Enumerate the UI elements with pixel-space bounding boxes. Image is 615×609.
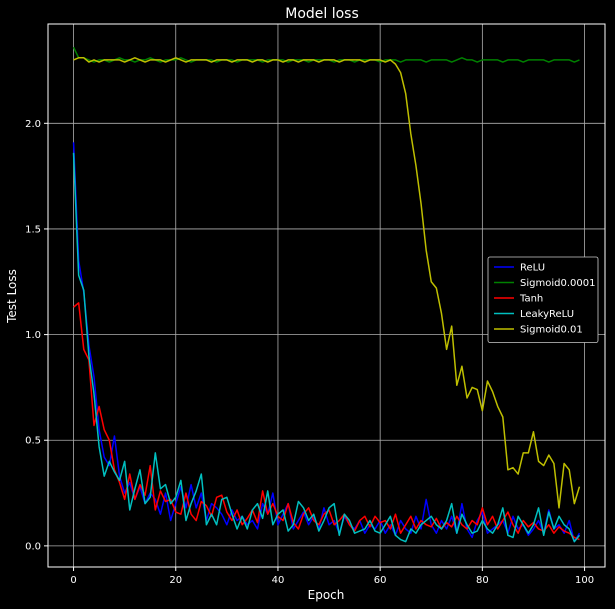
y-tick-label: 0.5 (25, 436, 41, 447)
legend-label: ReLU (520, 263, 545, 274)
y-tick-label: 2.0 (25, 119, 41, 130)
x-tick-label: 60 (374, 575, 387, 586)
series-lines (72, 46, 581, 543)
legend: ReLU Sigmoid0.0001 Tanh LeakyReLU Sigmoid0.0… (487, 256, 599, 343)
plot-frame (47, 23, 606, 568)
grid-lines (48, 24, 605, 567)
y-tick-label: 1.5 (25, 224, 41, 235)
chart-title: Model loss (285, 6, 359, 22)
x-axis-label: Epoch (308, 588, 345, 602)
y-axis-label: Test Loss (5, 269, 19, 324)
series-line-leakyrelu (72, 152, 581, 543)
legend-label: LeakyReLU (520, 309, 574, 320)
x-tick-label: 100 (575, 575, 594, 586)
legend-label: Sigmoid0.01 (520, 325, 583, 336)
legend-label: Sigmoid0.0001 (520, 278, 595, 289)
legend-label: Tanh (519, 294, 543, 305)
series-line-sigmoid0-01 (73, 57, 581, 509)
y-tick-label: 0.0 (25, 541, 41, 552)
x-tick-label: 20 (169, 575, 182, 586)
series-line-tanh (73, 302, 580, 541)
x-tick-label: 40 (272, 575, 285, 586)
axis-ticks: 0 20 40 60 80 100 0.0 0.5 1.0 1.5 2.0 (25, 119, 594, 586)
x-tick-label: 0 (70, 575, 76, 586)
legend-box (487, 256, 599, 343)
series-line-relu (72, 142, 581, 543)
y-tick-label: 1.0 (25, 330, 41, 341)
x-tick-label: 80 (476, 575, 489, 586)
